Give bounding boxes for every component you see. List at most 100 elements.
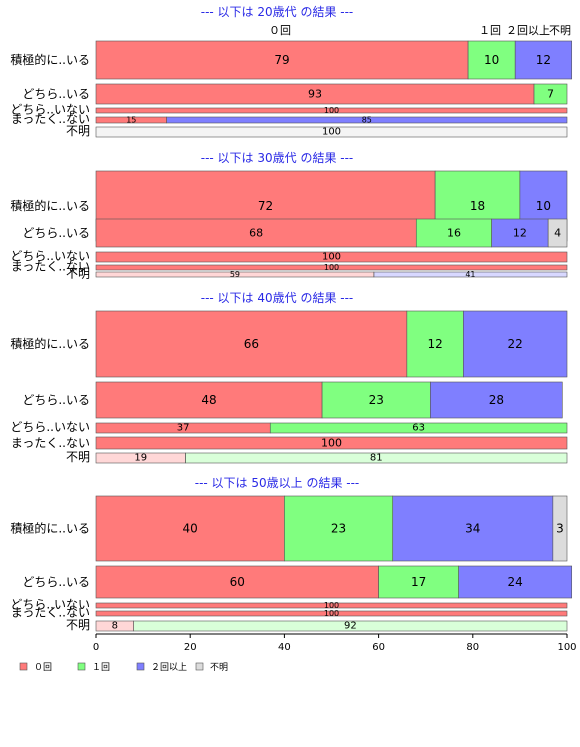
- header-label-two-plus: ２回以上: [506, 24, 550, 37]
- bar-value-label: 85: [362, 116, 372, 125]
- bar-segment: [95, 310, 408, 378]
- row-label: 積極的に..いる: [10, 198, 90, 213]
- legend-label: ２回以上: [151, 662, 187, 673]
- bar-value-label: 100: [322, 127, 341, 138]
- row-label: どちら..いない: [10, 103, 90, 117]
- bar-segment: [373, 271, 568, 278]
- bar-segment: [406, 310, 464, 378]
- header-label-one: １回: [479, 24, 501, 37]
- bar-value-label: 15: [126, 116, 136, 125]
- bar-value-label: 8: [112, 621, 118, 632]
- bar-value-label: 23: [331, 522, 346, 536]
- bar-segment: [463, 310, 568, 378]
- row-label: まったく..ない: [11, 606, 90, 620]
- bar-value-label: 24: [508, 575, 523, 589]
- row-label: 不明: [66, 618, 90, 632]
- bar-segment: [547, 218, 568, 248]
- legend-item: 不明: [195, 662, 228, 673]
- bar-value-label: 19: [134, 453, 147, 464]
- legend-item: １回: [77, 662, 110, 673]
- panel-title: --- 以下は 30歳代 の結果 ---: [201, 151, 354, 165]
- bar-value-label: 48: [201, 393, 216, 407]
- bar-value-label: 18: [470, 199, 485, 213]
- bar-value-label: 60: [230, 575, 245, 589]
- category-header-labels: ０回 １回 ２回以上 不明: [269, 24, 571, 37]
- row-label: 不明: [66, 267, 90, 281]
- bar-value-label: 72: [258, 199, 273, 213]
- bar-segment: [95, 218, 417, 248]
- panel-title: --- 以下は 40歳代 の結果 ---: [201, 291, 354, 305]
- x-tick-label: 60: [372, 642, 385, 653]
- bar-value-label: 100: [324, 263, 339, 272]
- legend-item: ０回: [19, 662, 52, 673]
- bar-value-label: 12: [536, 53, 551, 67]
- legend-label: ０回: [34, 662, 52, 673]
- bar-segment: [95, 107, 568, 114]
- row-label: どちら..いない: [10, 249, 90, 263]
- bar-segment: [95, 495, 285, 562]
- bar-value-label: 10: [536, 199, 551, 213]
- legend: ０回 １回 ２回以上 不明: [19, 662, 228, 673]
- bar-segment: [95, 126, 568, 138]
- header-label-unknown: 不明: [549, 24, 571, 37]
- bar-segment: [430, 381, 563, 419]
- bar-value-label: 17: [411, 575, 426, 589]
- bar-value-label: 100: [324, 609, 339, 618]
- bar-value-label: 4: [554, 227, 561, 240]
- chart-panels: --- 以下は 20歳代 の結果 --- 積極的に..いる 79 10 12 どちら..い…: [10, 5, 573, 632]
- bar-value-label: 92: [344, 621, 357, 632]
- bar-value-label: 34: [465, 522, 480, 536]
- bar-segment: [269, 422, 568, 434]
- x-tick-label: 100: [557, 642, 576, 653]
- row-label: どちら..いる: [22, 393, 90, 407]
- bar-segment: [533, 83, 568, 105]
- bar-segment: [467, 40, 516, 80]
- row-label: どちら..いる: [22, 87, 90, 101]
- bar-segment: [321, 381, 431, 419]
- header-label-zero: ０回: [269, 24, 291, 37]
- row-label: どちら..いる: [22, 226, 90, 240]
- bar-segment: [95, 264, 568, 271]
- bar-value-label: 100: [324, 601, 339, 610]
- row-label: どちら..いる: [22, 575, 90, 589]
- bar-value-label: 81: [370, 453, 383, 464]
- bar-value-label: 66: [244, 337, 259, 351]
- row-label: 不明: [66, 124, 90, 138]
- x-tick-label: 40: [278, 642, 291, 653]
- bar-value-label: 59: [230, 270, 240, 279]
- panel-2: --- 以下は 30歳代 の結果 --- 積極的に..いる 72 18 10 どちら..い…: [10, 151, 568, 281]
- bar-value-label: 7: [547, 88, 554, 101]
- bar-segment: [133, 620, 568, 632]
- bar-value-label: 10: [484, 53, 499, 67]
- bar-value-label: 93: [308, 88, 322, 101]
- bar-segment: [95, 436, 568, 450]
- panel-3: --- 以下は 40歳代 の結果 --- 積極的に..いる 66 12 22 どちら..い…: [10, 291, 568, 464]
- panel-4: --- 以下は 50歳以上 の結果 --- 積極的に..いる 40 23 34 3 どちら.…: [10, 476, 573, 632]
- bar-value-label: 28: [489, 393, 504, 407]
- bar-value-label: 37: [177, 423, 190, 434]
- legend-swatch: [19, 662, 28, 671]
- bar-segment: [166, 116, 568, 124]
- bar-segment: [514, 40, 573, 80]
- bar-segment: [392, 495, 554, 562]
- bar-value-label: 12: [427, 337, 442, 351]
- bar-segment: [95, 565, 379, 599]
- bar-segment: [95, 602, 568, 609]
- bar-value-label: 23: [369, 393, 384, 407]
- legend-item: ２回以上: [136, 662, 187, 673]
- panel-1: --- 以下は 20歳代 の結果 --- 積極的に..いる 79 10 12 どちら..い…: [10, 5, 573, 138]
- x-tick-label: 20: [184, 642, 197, 653]
- bar-segment: [458, 565, 573, 599]
- legend-swatch: [195, 662, 204, 671]
- row-label: 積極的に..いる: [10, 521, 90, 536]
- bar-segment: [95, 40, 469, 80]
- bar-segment: [95, 381, 323, 419]
- legend-swatch: [136, 662, 145, 671]
- bar-segment: [552, 495, 568, 562]
- row-label: 積極的に..いる: [10, 52, 90, 67]
- bar-value-label: 12: [513, 227, 527, 240]
- bar-value-label: 22: [508, 337, 523, 351]
- bar-value-label: 100: [321, 437, 342, 450]
- bar-value-label: 40: [183, 522, 198, 536]
- bar-segment: [378, 565, 459, 599]
